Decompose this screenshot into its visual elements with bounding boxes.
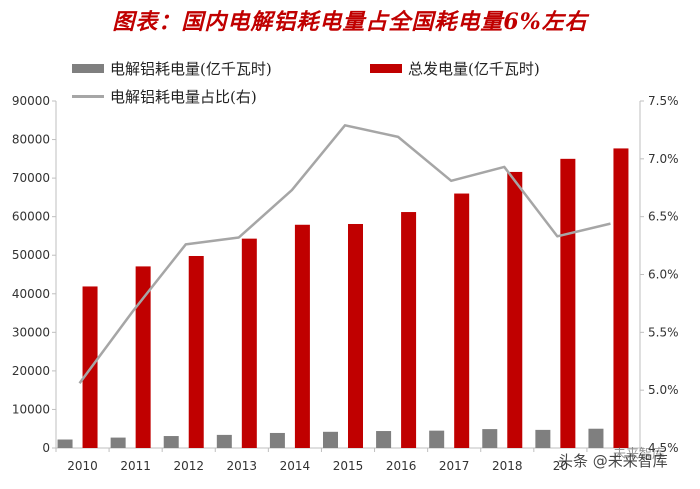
- x-axis-tick-label: 2012: [173, 459, 204, 473]
- x-axis-tick-label: 2011: [120, 459, 151, 473]
- legend-swatch-aluminum: [72, 64, 104, 73]
- right-axis-tick-label: 7.0%: [648, 152, 679, 166]
- x-axis-tick-label: 2017: [439, 459, 470, 473]
- x-axis-tick-label: 2018: [492, 459, 523, 473]
- left-axis-tick-label: 80000: [12, 133, 50, 147]
- bar-aluminum: [588, 428, 604, 448]
- bar-total: [188, 255, 204, 448]
- left-axis-tick-label: 60000: [12, 210, 50, 224]
- chart-title: 图表：国内电解铝耗电量占全国耗电量6%左右: [112, 9, 588, 35]
- bar-total: [294, 224, 310, 448]
- right-axis-tick-label: 6.5%: [648, 210, 679, 224]
- bar-aluminum: [216, 434, 232, 448]
- bar-aluminum: [429, 430, 445, 448]
- bar-total: [348, 223, 363, 448]
- bar-total: [560, 158, 576, 449]
- right-axis-tick-label: 7.5%: [648, 94, 679, 108]
- legend-entry-aluminum: 电解铝耗电量(亿千瓦时): [72, 58, 272, 79]
- right-axis-tick-label: 5.5%: [648, 325, 679, 339]
- bar-total: [454, 193, 470, 448]
- legend-label-ratio: 电解铝耗电量占比(右): [110, 88, 257, 106]
- bar-aluminum: [269, 432, 285, 448]
- legend-entry-total: 总发电量(亿千瓦时): [370, 58, 540, 79]
- left-axis-tick-label: 0: [42, 441, 50, 455]
- left-axis-tick-label: 70000: [12, 171, 50, 185]
- left-axis-tick-label: 90000: [12, 94, 50, 108]
- legend-label-total: 总发电量(亿千瓦时): [408, 60, 540, 78]
- bar-aluminum: [323, 431, 338, 448]
- legend-line-ratio: [72, 95, 104, 98]
- legend-entry-ratio: 电解铝耗电量占比(右): [72, 86, 257, 107]
- right-axis-tick-label: 6.0%: [648, 268, 679, 282]
- bar-total: [401, 212, 417, 448]
- bar-aluminum: [163, 436, 179, 448]
- left-axis-tick-label: 40000: [12, 287, 50, 301]
- legend-swatch-total: [370, 64, 402, 73]
- bar-aluminum: [376, 431, 392, 448]
- right-axis-tick-label: 5.0%: [648, 383, 679, 397]
- bar-aluminum: [57, 439, 73, 448]
- bar-aluminum: [535, 429, 551, 448]
- left-axis-tick-label: 10000: [12, 402, 50, 416]
- bar-total: [241, 238, 257, 448]
- left-axis-tick-label: 20000: [12, 364, 50, 378]
- watermark-text: 头条 @未来智库: [558, 451, 668, 470]
- watermark: 头条 @未来智库: [558, 440, 698, 480]
- x-axis-tick-label: 2010: [67, 459, 98, 473]
- left-axis-tick-label: 30000: [12, 325, 50, 339]
- x-axis-tick-label: 20: [553, 459, 568, 473]
- line-ratio: [78, 124, 611, 384]
- bar-total: [135, 266, 151, 448]
- x-axis-tick-label: 2015: [333, 459, 364, 473]
- left-axis-tick-label: 50000: [12, 248, 50, 262]
- bar-aluminum: [482, 429, 498, 448]
- x-axis-tick-label: 2013: [227, 459, 258, 473]
- x-axis-tick-label: 2016: [386, 459, 417, 473]
- watermark-overlay-text: 未来智库: [613, 447, 666, 462]
- bar-aluminum: [110, 437, 126, 448]
- legend-label-aluminum: 电解铝耗电量(亿千瓦时): [110, 60, 272, 78]
- bar-total: [507, 171, 523, 449]
- bar-total: [613, 148, 629, 448]
- x-axis-tick-label: 2014: [280, 459, 311, 473]
- right-axis-tick-label: 4.5%: [648, 441, 679, 455]
